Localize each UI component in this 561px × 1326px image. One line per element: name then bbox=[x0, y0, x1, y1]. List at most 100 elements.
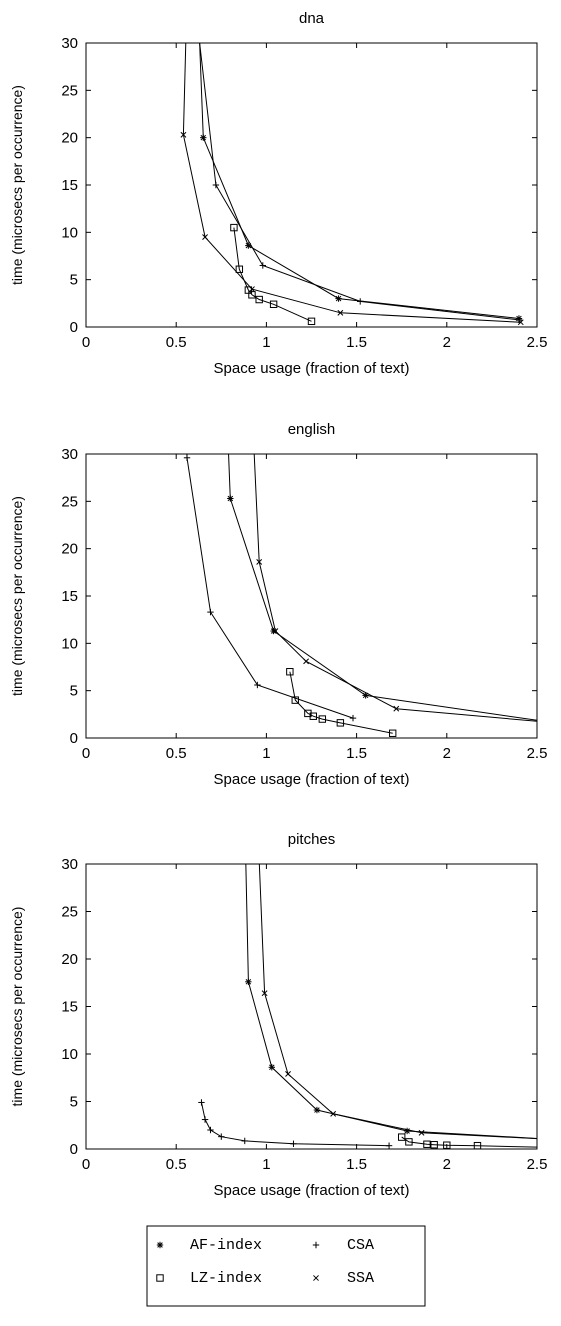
y-tick-label: 20 bbox=[61, 130, 78, 147]
y-tick-label: 10 bbox=[61, 224, 78, 241]
data-point bbox=[183, 454, 191, 461]
data-point bbox=[385, 1142, 393, 1149]
y-tick-label: 25 bbox=[61, 493, 78, 510]
data-point bbox=[180, 131, 187, 138]
x-tick-label: 2 bbox=[443, 334, 451, 351]
x-tick-label: 2.5 bbox=[527, 334, 548, 351]
series-AF-index bbox=[245, 864, 537, 1139]
data-point bbox=[291, 696, 299, 704]
data-point bbox=[398, 1133, 406, 1141]
data-point bbox=[403, 1127, 411, 1135]
x-tick-label: 1.5 bbox=[346, 1156, 367, 1173]
data-point bbox=[249, 286, 255, 293]
data-point bbox=[230, 223, 238, 232]
y-tick-label: 0 bbox=[70, 319, 78, 336]
data-point bbox=[235, 265, 244, 273]
chart-title: english bbox=[288, 421, 336, 438]
series-line bbox=[401, 1136, 537, 1148]
data-point bbox=[256, 559, 263, 565]
data-point bbox=[286, 668, 294, 676]
y-tick-label: 5 bbox=[70, 1094, 78, 1111]
data-point bbox=[245, 242, 252, 249]
data-point bbox=[200, 134, 207, 141]
data-point bbox=[418, 1129, 425, 1136]
plot-frame bbox=[85, 453, 538, 739]
legend: AF-index CSA LZ-index SSA bbox=[146, 1225, 426, 1307]
y-tick-label: 15 bbox=[61, 588, 78, 605]
data-point bbox=[269, 300, 278, 308]
legend-marker bbox=[313, 1275, 319, 1281]
data-point bbox=[254, 681, 261, 689]
x-tick-label: 0.5 bbox=[166, 1156, 187, 1173]
y-tick-label: 5 bbox=[70, 272, 78, 289]
data-point bbox=[307, 317, 316, 326]
y-tick-label: 30 bbox=[61, 446, 78, 463]
chart-title: dna bbox=[299, 10, 325, 27]
series-line bbox=[253, 454, 537, 722]
x-tick-label: 2 bbox=[443, 1156, 451, 1173]
legend-label: CSA bbox=[347, 1237, 374, 1254]
y-tick-label: 0 bbox=[70, 730, 78, 747]
y-tick-label: 30 bbox=[61, 856, 78, 873]
x-tick-label: 1.5 bbox=[346, 745, 367, 762]
x-tick-label: 0.5 bbox=[166, 334, 187, 351]
series-line bbox=[233, 227, 312, 322]
series-line bbox=[289, 671, 393, 734]
series-line bbox=[182, 43, 521, 323]
series-SSA bbox=[180, 43, 524, 326]
x-tick-label: 2.5 bbox=[527, 1156, 548, 1173]
data-point bbox=[349, 714, 357, 722]
legend-entry-AF-index: AF-index bbox=[156, 1237, 262, 1254]
data-point bbox=[201, 1116, 209, 1123]
data-point bbox=[255, 295, 263, 304]
data-point bbox=[241, 1137, 248, 1145]
x-axis-label: Space usage (fraction of text) bbox=[214, 1182, 410, 1199]
x-tick-label: 2.5 bbox=[527, 745, 548, 762]
series-CSA bbox=[199, 43, 523, 324]
data-point bbox=[357, 298, 364, 305]
series-line bbox=[186, 454, 354, 719]
series-LZ-index bbox=[286, 668, 397, 737]
y-tick-label: 30 bbox=[61, 35, 78, 52]
data-point bbox=[313, 1106, 321, 1114]
y-axis-label: time (microsecs per occurrence) bbox=[9, 85, 25, 285]
y-tick-label: 25 bbox=[61, 904, 78, 921]
x-tick-label: 0 bbox=[82, 1156, 90, 1173]
data-point bbox=[517, 319, 524, 326]
legend-label: SSA bbox=[347, 1270, 374, 1287]
data-point bbox=[207, 1126, 214, 1134]
data-point bbox=[393, 705, 400, 712]
legend-entry-CSA: CSA bbox=[312, 1237, 374, 1254]
series-line bbox=[258, 864, 537, 1140]
legend-marker bbox=[156, 1274, 164, 1282]
data-point bbox=[212, 181, 220, 189]
x-tick-label: 0 bbox=[82, 334, 90, 351]
data-point bbox=[423, 1140, 431, 1148]
x-tick-label: 0.5 bbox=[166, 745, 187, 762]
y-tick-label: 15 bbox=[61, 999, 78, 1016]
data-point bbox=[443, 1141, 451, 1149]
legend-label: AF-index bbox=[190, 1237, 262, 1254]
y-tick-label: 25 bbox=[61, 82, 78, 99]
y-tick-label: 5 bbox=[70, 683, 78, 700]
data-point bbox=[207, 608, 214, 616]
data-point bbox=[473, 1141, 482, 1150]
data-point bbox=[218, 1133, 225, 1140]
legend-entry-SSA: SSA bbox=[313, 1270, 374, 1287]
data-point bbox=[303, 658, 310, 665]
data-point bbox=[248, 291, 256, 299]
data-point bbox=[198, 1099, 205, 1106]
data-point bbox=[337, 309, 344, 316]
legend-entry-LZ-index: LZ-index bbox=[156, 1270, 262, 1287]
data-point bbox=[285, 1071, 291, 1077]
legend-marker bbox=[312, 1241, 320, 1249]
plot-frame bbox=[85, 863, 538, 1150]
x-axis-label: Space usage (fraction of text) bbox=[214, 771, 410, 788]
y-tick-label: 0 bbox=[70, 1141, 78, 1158]
y-tick-label: 10 bbox=[61, 635, 78, 652]
data-point bbox=[430, 1141, 438, 1149]
series-line bbox=[245, 864, 537, 1139]
y-axis-label: time (microsecs per occurrence) bbox=[9, 907, 25, 1107]
y-axis-label: time (microsecs per occurrence) bbox=[9, 496, 25, 696]
series-SSA bbox=[253, 454, 537, 722]
